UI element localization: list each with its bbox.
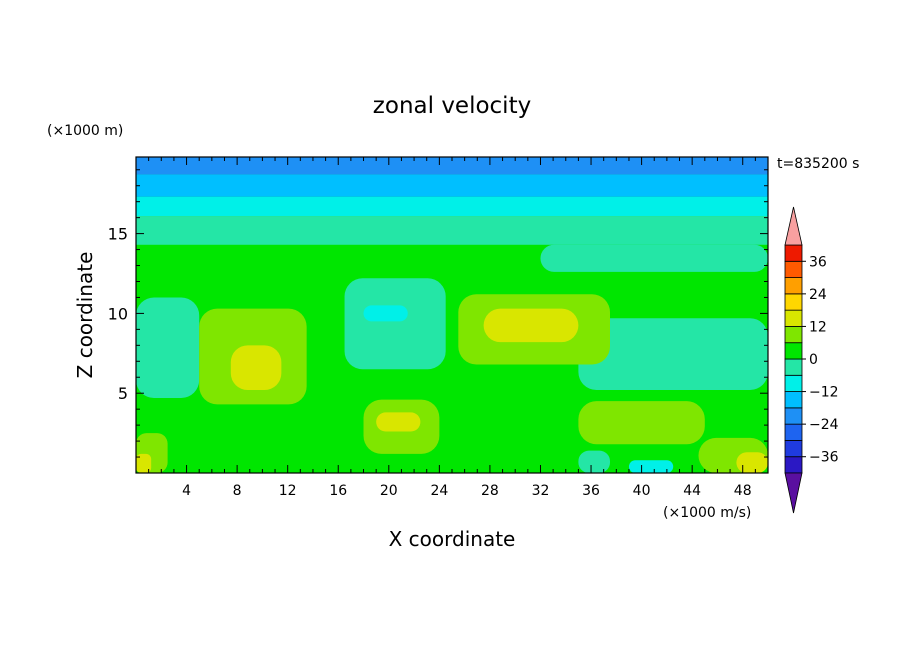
colorbar-box <box>784 342 803 360</box>
x-tick-label: 36 <box>582 483 600 499</box>
y-unit-label: (×1000 m) <box>47 123 123 139</box>
contour-region <box>136 196 768 217</box>
y-tick-label: 15 <box>108 225 128 244</box>
colorbar-tick-label: −24 <box>809 417 839 433</box>
x-axis-label: X coordinate <box>389 527 516 551</box>
contour-field <box>136 157 768 473</box>
colorbar-box <box>784 309 803 327</box>
colorbar-tick-label: −12 <box>809 385 839 401</box>
contour-region <box>230 345 282 391</box>
contour-region <box>344 278 446 370</box>
y-tick-label: 10 <box>108 304 128 323</box>
contour-region <box>136 297 200 398</box>
x-tick-label: 4 <box>182 483 191 499</box>
x-unit-label: (×1000 m/s) <box>663 505 751 521</box>
x-tick-label: 44 <box>683 483 701 499</box>
colorbar-tick-label: −36 <box>809 450 839 466</box>
contour-region <box>376 412 421 432</box>
x-tick-label: 8 <box>233 483 242 499</box>
colorbar-box <box>784 456 803 474</box>
contour-region <box>736 452 768 473</box>
y-axis-label: Z coordinate <box>73 252 97 379</box>
x-axis: 4 8 12 16 20 24 28 32 36 40 44 48 <box>148 157 756 499</box>
contour-region <box>483 308 579 343</box>
y-tick-label: 5 <box>118 384 128 403</box>
colorbar-tick-label: 12 <box>809 319 827 335</box>
colorbar-max-arrow <box>784 206 803 246</box>
colorbar-box <box>784 374 803 392</box>
plot-area <box>135 156 769 474</box>
colorbar-box <box>784 423 803 441</box>
x-tick-label: 28 <box>481 483 499 499</box>
colorbar-box <box>784 277 803 295</box>
colorbar-box <box>784 407 803 425</box>
colorbar-box <box>784 326 803 344</box>
colorbar-tick-label: 36 <box>809 254 827 270</box>
contour-region <box>136 157 768 175</box>
contour-region <box>578 401 705 445</box>
contour-region <box>363 305 408 322</box>
colorbar: 36 24 12 0 −12 −24 −36 <box>784 206 839 514</box>
x-tick-label: 16 <box>329 483 347 499</box>
colorbar-box <box>784 244 803 262</box>
colorbar-box <box>784 260 803 278</box>
x-tick-label: 32 <box>532 483 550 499</box>
colorbar-box <box>784 358 803 376</box>
colorbar-box <box>784 293 803 311</box>
x-tick-label: 12 <box>279 483 297 499</box>
contour-region <box>540 244 768 272</box>
contour-region <box>136 453 152 473</box>
x-tick-label: 48 <box>734 483 752 499</box>
contour-region <box>136 216 768 245</box>
contour-region <box>578 450 610 473</box>
contour-region <box>628 460 674 473</box>
x-tick-label: 24 <box>430 483 448 499</box>
contour-region <box>578 318 768 391</box>
colorbar-box <box>784 440 803 458</box>
x-tick-label: 20 <box>380 483 398 499</box>
x-tick-label: 40 <box>633 483 651 499</box>
colorbar-box <box>784 391 803 409</box>
chart-title: zonal velocity <box>373 93 531 119</box>
time-label: t=835200 s <box>777 156 859 172</box>
colorbar-tick-label: 0 <box>809 352 818 368</box>
y-axis: 5 10 15 <box>108 169 768 458</box>
contour-region <box>136 174 768 197</box>
colorbar-min-arrow <box>784 472 803 514</box>
colorbar-tick-label: 24 <box>809 287 827 303</box>
